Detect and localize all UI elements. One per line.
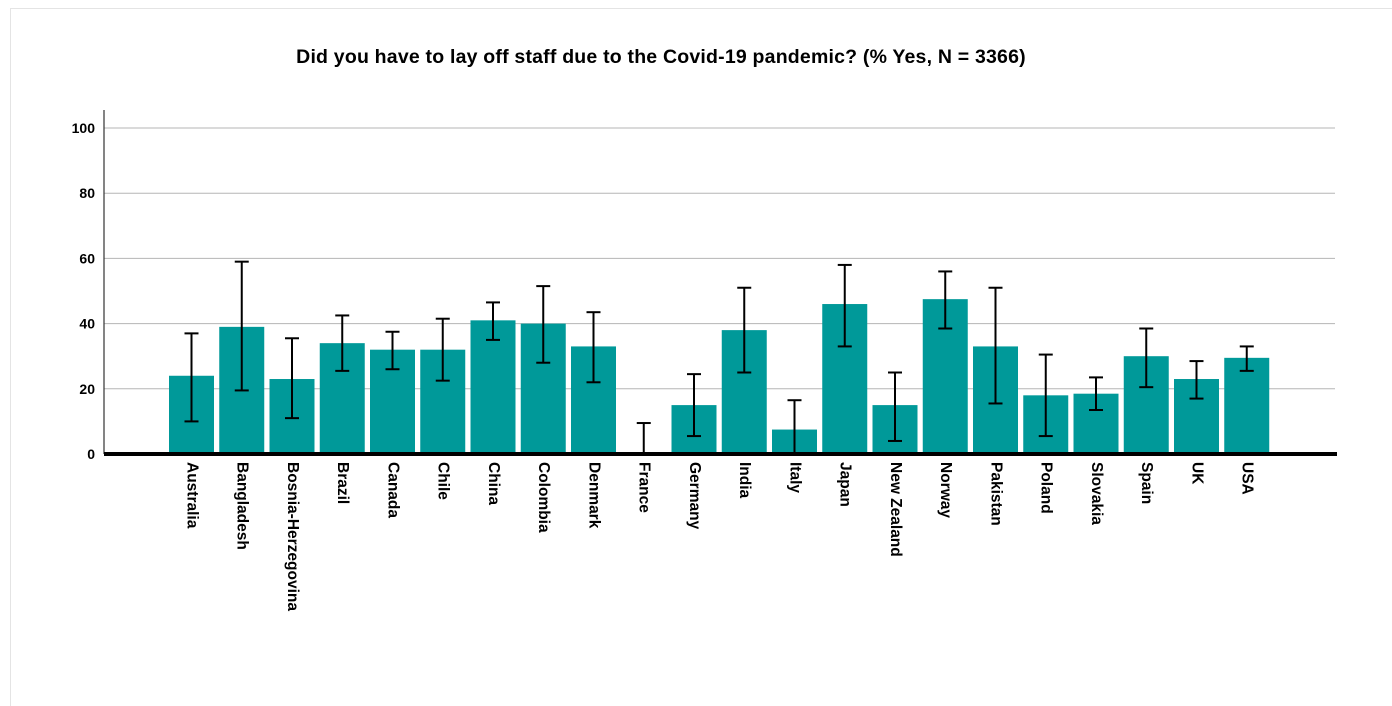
- category-label: Spain: [1138, 462, 1155, 504]
- y-tick-label: 20: [79, 381, 95, 397]
- category-label: USA: [1239, 462, 1256, 495]
- category-label: Canada: [384, 462, 401, 518]
- y-tick-label: 100: [72, 120, 96, 136]
- category-label: Australia: [183, 462, 200, 529]
- bars: [169, 299, 1270, 454]
- category-label: Italy: [786, 462, 803, 493]
- category-label: Norway: [937, 462, 954, 518]
- category-label: UK: [1188, 462, 1205, 485]
- category-label: Denmark: [585, 462, 602, 529]
- category-label: Bangladesh: [234, 462, 251, 550]
- category-label: India: [736, 462, 753, 499]
- y-tick-label: 40: [79, 316, 95, 332]
- y-tick-label: 60: [79, 250, 95, 266]
- grid-lines: [104, 127, 1335, 390]
- bar: [470, 320, 516, 454]
- category-label: Japan: [837, 462, 854, 507]
- category-label: Poland: [1038, 462, 1055, 514]
- category-label: Chile: [435, 462, 452, 500]
- category-label: Pakistan: [987, 462, 1004, 526]
- category-labels: Australia Bangladesh Bosnia-Herzegovina Bra…: [183, 462, 1255, 611]
- category-label: Germany: [686, 462, 703, 530]
- y-tick-label: 80: [79, 185, 95, 201]
- category-label: Colombia: [535, 462, 552, 533]
- error-bars: [184, 260, 1254, 454]
- category-label: Brazil: [334, 462, 351, 504]
- category-label: China: [485, 462, 502, 505]
- category-label: Bosnia-Herzegovina: [284, 462, 301, 611]
- chart-title: Did you have to lay off staff due to the…: [296, 46, 1026, 68]
- y-axis: 0 20 40 60 80 100: [72, 110, 105, 462]
- category-label: Slovakia: [1088, 462, 1105, 525]
- category-label: New Zealand: [887, 462, 904, 557]
- category-label: France: [636, 462, 653, 513]
- bar: [1224, 357, 1270, 454]
- y-tick-label: 0: [87, 446, 95, 462]
